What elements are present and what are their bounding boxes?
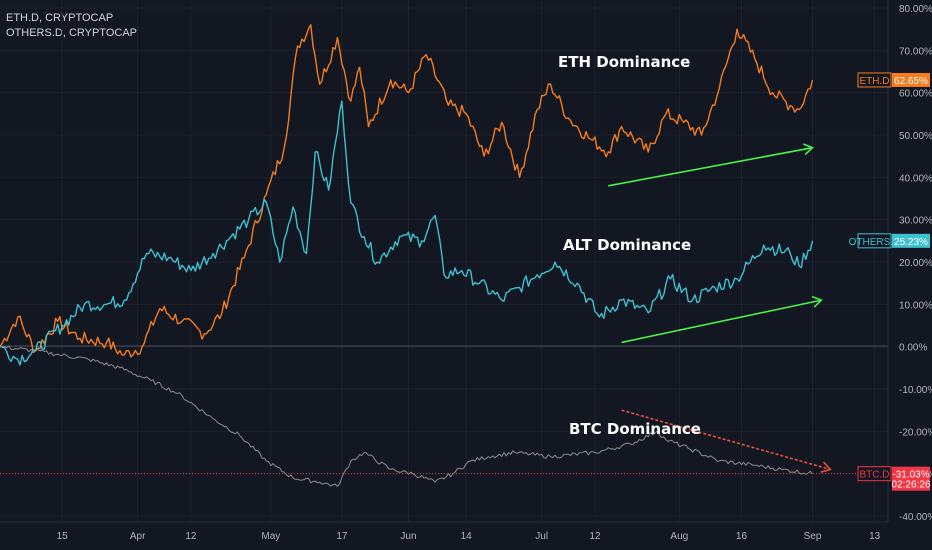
trend-line xyxy=(608,146,813,187)
x-tick-label: May xyxy=(261,531,280,542)
x-tick-label: Aug xyxy=(670,531,688,542)
series-line-eth-d xyxy=(0,24,814,358)
y-tick-label: 10.00% xyxy=(899,300,932,311)
trend-arrowhead xyxy=(820,461,832,474)
series-name-label: BTC.D xyxy=(860,470,890,481)
last-value-badge xyxy=(892,233,930,248)
y-tick-label: 30.00% xyxy=(899,216,932,227)
trend-line xyxy=(621,409,831,471)
trend-line xyxy=(621,299,822,344)
x-axis: 15 Apr 12 May 17 Jun 14 Jul 12 Aug 16 Sep 13 xyxy=(57,531,881,542)
symbol-label-others: OTHERS.D, CRYPTOCAP xyxy=(6,27,138,39)
y-tick-label: -20.00% xyxy=(899,427,932,438)
trend-arrowhead xyxy=(802,143,814,156)
annotation-alt: ALT Dominance xyxy=(563,236,691,254)
last-value-label: 25.23% xyxy=(894,237,928,248)
symbol-label-eth: ETH.D, CRYPTOCAP xyxy=(6,12,114,24)
grid xyxy=(0,0,888,522)
countdown-label: 02:26:26 xyxy=(892,480,931,491)
annotation-eth: ETH Dominance xyxy=(558,53,690,71)
series-line-others-d xyxy=(0,100,814,366)
series-name-label: OTHERS.D xyxy=(849,237,901,248)
annotation-btc: BTC Dominance xyxy=(569,420,701,438)
last-value-label: 62.65% xyxy=(894,76,928,87)
x-tick-label: Apr xyxy=(130,531,146,542)
x-tick-label: 12 xyxy=(589,531,601,542)
series-lines xyxy=(0,24,888,487)
y-tick-label: 0.00% xyxy=(899,343,927,354)
x-tick-label: Jul xyxy=(535,531,548,542)
x-tick-label: 12 xyxy=(185,531,197,542)
last-value-badge xyxy=(892,466,930,491)
y-tick-label: 50.00% xyxy=(899,131,932,142)
y-tick-label: 60.00% xyxy=(899,89,932,100)
trend-lines xyxy=(608,143,832,474)
y-tick-label: 20.00% xyxy=(899,258,932,269)
y-tick-label: -40.00% xyxy=(899,512,932,523)
series-name-badge xyxy=(857,466,892,482)
annotations: ETH Dominance ALT Dominance BTC Dominance xyxy=(558,53,701,438)
y-tick-label: 40.00% xyxy=(899,173,932,184)
series-line-btc-d xyxy=(0,345,813,487)
x-tick-label: 16 xyxy=(736,531,748,542)
x-tick-label: 14 xyxy=(461,531,473,542)
trend-arrowhead xyxy=(811,295,823,308)
x-tick-label: Sep xyxy=(804,531,822,542)
last-value-badge xyxy=(892,72,930,87)
y-tick-label: 80.00% xyxy=(899,4,932,15)
series-name-badge xyxy=(857,233,892,249)
last-value-label: -31.03% xyxy=(892,470,929,481)
x-tick-label: Jun xyxy=(400,531,416,542)
x-tick-label: 17 xyxy=(336,531,348,542)
last-value-badges: ETH.D 62.65% OTHERS.D25.23% BTC.D -31.03%02:… xyxy=(849,72,931,491)
y-axis: 80.00% 70.00% 60.00% 50.00% 40.00% 30.00% 20.0… xyxy=(899,4,932,523)
series-name-label: ETH.D xyxy=(860,76,890,87)
x-tick-label: 15 xyxy=(57,531,69,542)
y-tick-label: 70.00% xyxy=(899,46,932,57)
y-tick-label: -10.00% xyxy=(899,385,932,396)
x-tick-label: 13 xyxy=(869,531,881,542)
series-name-badge xyxy=(857,72,892,88)
